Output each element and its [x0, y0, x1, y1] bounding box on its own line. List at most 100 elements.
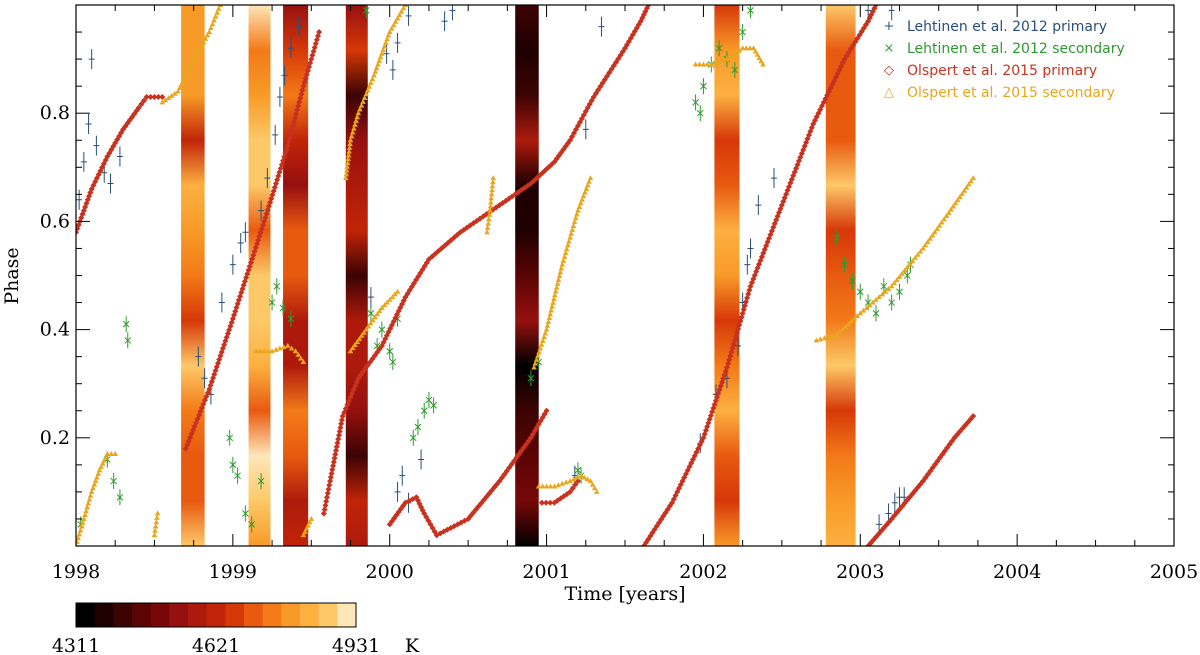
olspert-et-al-2015-primary-marker — [257, 229, 264, 236]
olspert-et-al-2015-primary-marker — [327, 474, 334, 481]
olspert-et-al-2015-primary-marker — [803, 139, 810, 146]
olspert-et-al-2015-secondary-marker — [381, 302, 388, 308]
olspert-et-al-2015-secondary-marker — [292, 348, 299, 354]
olspert-et-al-2015-secondary-marker — [552, 288, 559, 294]
olspert-et-al-2015-secondary-marker — [533, 356, 540, 362]
lehtinen-et-al-2012-secondary-marker — [425, 391, 433, 408]
olspert-et-al-2015-secondary-marker — [295, 351, 302, 357]
olspert-et-al-2015-secondary-marker — [896, 273, 903, 279]
olspert-et-al-2015-secondary-marker — [349, 345, 356, 351]
olspert-et-al-2015-secondary-marker — [346, 148, 352, 154]
olspert-et-al-2015-secondary-marker — [959, 190, 965, 196]
olspert-et-al-2015-secondary-marker — [183, 70, 190, 76]
olspert-et-al-2015-secondary-marker — [486, 216, 492, 222]
lehtinen-et-al-2012-secondary-marker — [833, 229, 841, 246]
olspert-et-al-2015-primary-marker — [739, 310, 746, 317]
olspert-et-al-2015-secondary-marker — [388, 25, 395, 31]
colorbar-tick-label: 4621 — [192, 635, 240, 655]
olspert-et-al-2015-primary-marker — [259, 222, 267, 229]
lehtinen-et-al-2012-secondary-marker — [888, 294, 896, 311]
olspert-et-al-2015-primary-marker — [435, 248, 442, 255]
olspert-et-al-2015-secondary-marker — [79, 519, 86, 525]
olspert-et-al-2015-secondary-marker — [842, 323, 849, 329]
lehtinen-et-al-2012-secondary-marker — [124, 332, 132, 349]
olspert-et-al-2015-secondary-marker — [185, 66, 192, 72]
olspert-et-al-2015-primary-marker — [447, 237, 454, 244]
olspert-et-al-2015-primary-marker — [338, 416, 345, 424]
olspert-et-al-2015-secondary-marker — [562, 250, 569, 256]
olspert-et-al-2015-secondary-marker — [165, 95, 172, 101]
olspert-et-al-2015-secondary-marker — [96, 467, 103, 473]
olspert-et-al-2015-secondary-marker — [87, 492, 94, 498]
lehtinen-et-al-2012-primary-marker — [734, 335, 741, 356]
olspert-et-al-2015-secondary-marker — [382, 39, 389, 45]
olspert-et-al-2015-primary-marker — [467, 512, 474, 519]
olspert-et-al-2015-secondary-marker — [172, 90, 178, 96]
olspert-et-al-2015-primary-marker — [478, 500, 485, 507]
olspert-et-al-2015-secondary-marker — [182, 74, 188, 80]
olspert-et-al-2015-secondary-marker — [370, 317, 376, 323]
colorbar-tick-label: 4311 — [52, 635, 100, 655]
olspert-et-al-2015-secondary-marker — [211, 17, 217, 23]
lehtinen-et-al-2012-secondary-marker — [273, 278, 281, 295]
olspert-et-al-2015-secondary-marker — [176, 84, 183, 90]
olspert-et-al-2015-primary-marker — [912, 487, 919, 494]
lehtinen-et-al-2012-secondary-marker — [242, 505, 249, 522]
olspert-et-al-2015-secondary-marker — [733, 49, 740, 55]
lehtinen-et-al-2012-secondary-marker — [110, 473, 117, 490]
temperature-band — [248, 5, 271, 546]
olspert-et-al-2015-secondary-marker — [361, 329, 367, 335]
olspert-et-al-2015-secondary-marker — [550, 299, 556, 305]
olspert-et-al-2015-primary-marker — [333, 443, 340, 450]
olspert-et-al-2015-secondary-marker — [487, 207, 493, 213]
olspert-et-al-2015-secondary-marker — [548, 307, 554, 313]
olspert-et-al-2015-secondary-marker — [556, 273, 563, 279]
olspert-et-al-2015-secondary-marker — [582, 189, 588, 195]
lehtinen-et-al-2012-secondary-marker — [849, 272, 856, 289]
olspert-et-al-2015-primary-marker — [310, 48, 317, 55]
olspert-et-al-2015-primary-marker — [539, 169, 546, 176]
olspert-et-al-2015-secondary-marker — [839, 326, 846, 332]
olspert-et-al-2015-primary-marker — [715, 390, 722, 397]
olspert-et-al-2015-primary-marker — [725, 360, 732, 367]
olspert-et-al-2015-secondary-marker — [357, 106, 363, 112]
olspert-et-al-2015-secondary-marker — [555, 482, 562, 488]
olspert-et-al-2015-secondary-marker — [153, 519, 160, 525]
olspert-et-al-2015-secondary-marker — [901, 267, 908, 273]
olspert-et-al-2015-primary-marker — [493, 481, 500, 488]
olspert-et-al-2015-secondary-marker — [543, 326, 550, 332]
olspert-et-al-2015-secondary-marker — [833, 332, 840, 338]
legend-symbol: + — [884, 19, 895, 34]
olspert-et-al-2015-secondary-marker — [273, 346, 279, 352]
olspert-et-al-2015-secondary-marker — [537, 345, 544, 351]
x-tick-label: 2005 — [1150, 561, 1198, 583]
olspert-et-al-2015-primary-marker — [151, 93, 158, 100]
olspert-et-al-2015-secondary-marker — [579, 196, 585, 202]
olspert-et-al-2015-secondary-marker — [361, 95, 368, 101]
olspert-et-al-2015-secondary-marker — [587, 175, 594, 181]
lehtinen-et-al-2012-primary-marker — [888, 5, 895, 21]
olspert-et-al-2015-secondary-marker — [85, 500, 92, 506]
olspert-et-al-2015-primary-marker — [530, 177, 537, 184]
olspert-et-al-2015-primary-marker — [281, 153, 288, 161]
lehtinen-et-al-2012-primary-marker — [201, 368, 208, 389]
olspert-et-al-2015-secondary-marker — [389, 294, 396, 300]
olspert-et-al-2015-primary-marker — [308, 56, 315, 63]
lehtinen-et-al-2012-secondary-marker — [420, 402, 428, 419]
olspert-et-al-2015-secondary-marker — [98, 464, 104, 470]
olspert-et-al-2015-secondary-marker — [152, 523, 159, 529]
olspert-et-al-2015-secondary-marker — [277, 345, 283, 351]
olspert-et-al-2015-secondary-marker — [376, 308, 383, 314]
olspert-et-al-2015-primary-marker — [726, 356, 733, 363]
olspert-et-al-2015-secondary-marker — [90, 485, 96, 491]
olspert-et-al-2015-secondary-marker — [547, 483, 554, 489]
olspert-et-al-2015-primary-marker — [742, 298, 750, 305]
olspert-et-al-2015-secondary-marker — [305, 522, 311, 528]
olspert-et-al-2015-secondary-marker — [752, 48, 759, 54]
olspert-et-al-2015-primary-marker — [800, 146, 807, 153]
lehtinen-et-al-2012-primary-marker — [287, 38, 294, 59]
olspert-et-al-2015-primary-marker — [543, 407, 550, 414]
olspert-et-al-2015-primary-marker — [272, 180, 280, 187]
olspert-et-al-2015-secondary-marker — [101, 457, 108, 463]
olspert-et-al-2015-primary-marker — [329, 466, 336, 473]
